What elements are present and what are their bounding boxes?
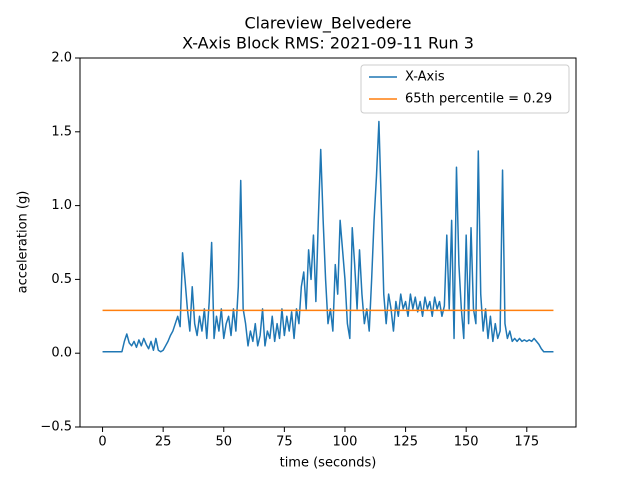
chart-title: Clareview_Belvedere (245, 14, 412, 34)
x-tick-label: 75 (276, 435, 293, 450)
x-tick-label: 125 (393, 435, 418, 450)
x-tick-label: 25 (155, 435, 172, 450)
axes-frame (79, 57, 577, 428)
legend-box (360, 64, 570, 114)
x-axis-label: time (seconds) (280, 456, 377, 471)
x-tick-label: 50 (215, 435, 232, 450)
chart-subtitle: X-Axis Block RMS: 2021-09-11 Run 3 (182, 34, 474, 53)
x-tick-label: 100 (333, 435, 358, 450)
y-tick-label: 1.0 (51, 198, 72, 213)
y-tick-label: 1.5 (51, 124, 72, 139)
legend-label: X-Axis (405, 70, 445, 85)
y-tick-label: −0.5 (40, 420, 72, 435)
y-tick-label: 0.0 (51, 346, 72, 361)
data-line (102, 120, 554, 353)
x-tick-label: 0 (98, 435, 106, 450)
y-tick-label: 2.0 (51, 51, 72, 66)
y-tick-label: 0.5 (51, 272, 72, 287)
legend-label: 65th percentile = 0.29 (405, 92, 552, 107)
y-axis-label: acceleration (g) (16, 191, 31, 294)
x-tick-label: 175 (514, 435, 539, 450)
x-tick-label: 150 (454, 435, 479, 450)
